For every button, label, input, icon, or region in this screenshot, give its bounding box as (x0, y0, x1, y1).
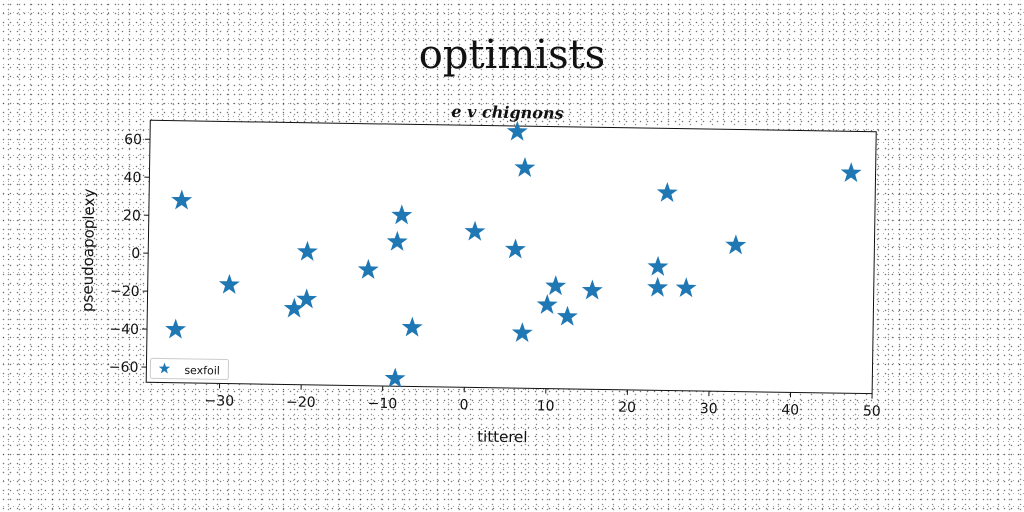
x-axis-label: titterel (477, 427, 528, 446)
y-tick-label: 0 (131, 246, 140, 262)
data-point-star (296, 288, 318, 309)
x-tick-label: −30 (204, 393, 234, 409)
legend-star-marker (158, 362, 171, 374)
data-point-star (171, 189, 193, 210)
y-tick-label: −40 (109, 322, 139, 338)
data-point-star (647, 276, 669, 297)
data-point-star (840, 162, 862, 183)
y-tick-label: 40 (123, 170, 141, 186)
data-points (165, 120, 862, 388)
data-point-star (391, 204, 413, 225)
x-tick-label: 20 (618, 400, 636, 416)
data-point-star (536, 294, 558, 315)
data-point-star (401, 316, 423, 337)
y-tick-label: 20 (123, 208, 141, 224)
data-point-star (675, 277, 697, 298)
x-tick-label: 50 (863, 404, 881, 420)
legend-box (149, 357, 230, 381)
x-tick-label: 30 (700, 401, 718, 417)
y-tick-label: 60 (124, 132, 142, 148)
y-axis-label: pseudoapoplexy (78, 189, 98, 312)
data-point-star (283, 297, 305, 318)
data-point-star (656, 181, 678, 202)
plot-frame (145, 119, 877, 395)
data-point-star (218, 273, 240, 294)
data-point-star (464, 220, 486, 241)
y-tick-label: −60 (109, 359, 139, 375)
y-axis: −60 −40 −20 0 20 40 60 (109, 132, 151, 376)
data-point-star (506, 120, 528, 141)
data-point-star (296, 240, 318, 261)
x-tick-label: −10 (368, 396, 398, 412)
main-title: optimists (418, 32, 606, 78)
legend-label: sexfoil (184, 364, 220, 378)
x-tick-label: 40 (781, 402, 799, 418)
data-point-star (581, 279, 603, 300)
data-point-star (386, 230, 408, 251)
x-tick-label: 0 (459, 397, 468, 413)
x-tick-label: −20 (286, 394, 316, 410)
data-point-star (647, 255, 669, 276)
data-point-star (511, 322, 533, 343)
chart-title: e v chignons (451, 102, 563, 123)
data-point-star (357, 258, 379, 279)
data-point-star (384, 367, 406, 388)
data-point-star (545, 275, 567, 296)
x-tick-label: 10 (537, 398, 555, 414)
data-point-star (725, 234, 747, 255)
data-point-star (514, 156, 536, 177)
legend: sexfoil (149, 357, 230, 381)
y-tick-label: −20 (110, 284, 140, 300)
data-point-star (504, 238, 526, 259)
data-point-star (165, 318, 187, 339)
x-axis: −30 −20 −10 0 10 20 30 40 50 (204, 383, 881, 420)
data-point-star (556, 305, 578, 326)
